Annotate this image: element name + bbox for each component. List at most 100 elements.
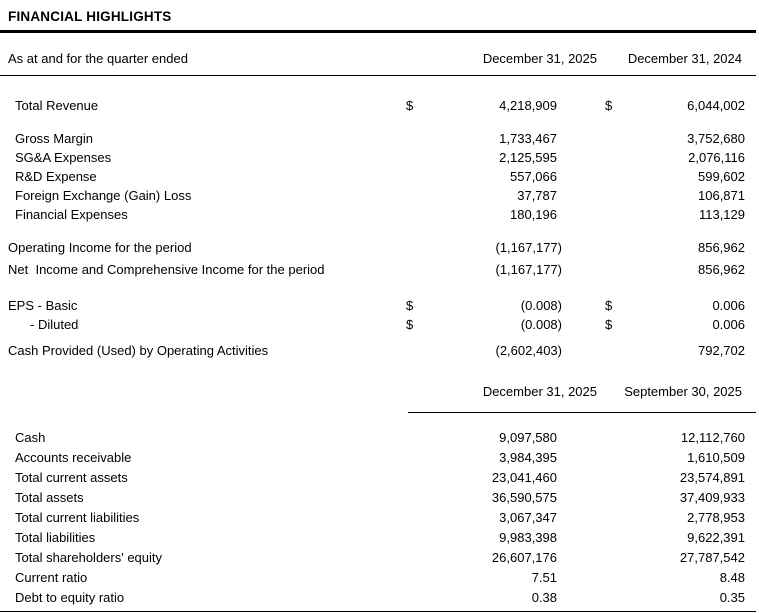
value-col1: (0.008) (520, 298, 562, 313)
section1-rows: Total Revenue $4,218,909 $6,044,002 Gross M… (0, 96, 759, 360)
column-gap (562, 260, 605, 279)
column-gap (562, 488, 605, 508)
row-label: Financial Expenses (15, 207, 128, 222)
value-col2: 599,602 (698, 169, 745, 184)
currency-symbol-col1 (406, 568, 422, 588)
value-col1: 36,590,575 (491, 490, 557, 505)
row-group: Net Income and Comprehensive Income for … (0, 260, 759, 279)
column-gap (562, 528, 605, 548)
currency-symbol-col1 (406, 548, 422, 568)
row-label: R&D Expense (15, 169, 97, 184)
section1-header-row: As at and for the quarter ended December… (0, 49, 759, 68)
row-label: EPS - Basic (8, 298, 78, 313)
row-group: EPS - Basic $ (0.008) $0.006 - Diluted $ (0.00… (0, 296, 759, 334)
column-gap (562, 296, 605, 315)
section2-header-rule (408, 412, 756, 413)
currency-symbol-col2 (605, 448, 621, 468)
value-col1: 557,066 (510, 169, 557, 184)
table-row: Cash Provided (Used) by Operating Activi… (0, 341, 759, 360)
column-gap (562, 238, 605, 257)
table-row: Total shareholders' equity 26,607,176 27,7… (0, 548, 759, 568)
table-row: EPS - Basic $ (0.008) $0.006 (0, 296, 759, 315)
table-row: R&D Expense 557,066 599,602 (0, 167, 759, 186)
currency-symbol-col2 (605, 238, 621, 257)
row-group: Total Revenue $4,218,909 $6,044,002 (0, 96, 759, 115)
section2-column-header-1: December 31, 2025 (482, 384, 597, 399)
value-col1: (2,602,403) (495, 343, 563, 358)
table-row: Net Income and Comprehensive Income for … (0, 260, 759, 279)
row-label: Foreign Exchange (Gain) Loss (15, 188, 192, 203)
value-col1: 7.51 (531, 570, 557, 585)
value-col2: 0.006 (712, 298, 745, 313)
currency-symbol-col1 (406, 341, 422, 360)
currency-symbol-col2 (605, 341, 621, 360)
section2-header-label (8, 382, 406, 401)
row-group: Operating Income for the period (1,167,17… (0, 238, 759, 257)
row-label: Total current liabilities (15, 510, 140, 525)
value-col2: 27,787,542 (679, 550, 745, 565)
table-row: Current ratio 7.51 8.48 (0, 568, 759, 588)
currency-symbol-col2 (605, 428, 621, 448)
currency-symbol-col1 (406, 205, 422, 224)
value-col2: 37,409,933 (679, 490, 745, 505)
currency-symbol-col2 (605, 508, 621, 528)
row-label: Debt to equity ratio (15, 590, 125, 605)
value-col2: 856,962 (698, 262, 745, 277)
column-gap (562, 508, 605, 528)
table-row: Total assets 36,590,575 37,409,933 (0, 488, 759, 508)
table-row: Total current liabilities 3,067,347 2,778,… (0, 508, 759, 528)
value-col2: 2,778,953 (687, 510, 745, 525)
column-gap (562, 448, 605, 468)
value-col2: 113,129 (698, 207, 745, 222)
column-gap (562, 341, 605, 360)
currency-symbol-col1 (406, 186, 422, 205)
currency-symbol-col2 (605, 548, 621, 568)
row-label: SG&A Expenses (15, 150, 112, 165)
currency-symbol-col2 (605, 129, 621, 148)
row-label: Operating Income for the period (8, 240, 192, 255)
currency-symbol-col2 (605, 568, 621, 588)
column-gap (562, 186, 605, 205)
value-col2: 12,112,760 (680, 430, 745, 445)
value-col2: 2,076,116 (688, 150, 745, 165)
currency-symbol-col1 (406, 428, 422, 448)
currency-symbol-col1 (406, 488, 422, 508)
value-col1: (1,167,177) (495, 262, 563, 277)
value-col2: 23,574,891 (679, 470, 745, 485)
currency-symbol-col2 (605, 528, 621, 548)
currency-symbol-col1 (406, 238, 422, 257)
table-row: Financial Expenses 180,196 113,129 (0, 205, 759, 224)
value-col1: 9,097,580 (499, 430, 557, 445)
currency-symbol-col1 (406, 148, 422, 167)
currency-symbol-col1 (406, 508, 422, 528)
column-gap (562, 428, 605, 448)
currency-symbol-col2 (605, 488, 621, 508)
value-col2: 1,610,509 (687, 450, 745, 465)
column-gap (562, 167, 605, 186)
column-gap (562, 468, 605, 488)
value-col1: 26,607,176 (491, 550, 557, 565)
value-col2: 6,044,002 (687, 98, 745, 113)
row-label: Gross Margin (15, 131, 94, 146)
value-col1: 3,067,347 (499, 510, 557, 525)
currency-symbol-col1 (406, 588, 422, 608)
section1-column-header-2: December 31, 2024 (627, 51, 742, 66)
table-row: - Diluted $ (0.008) $0.006 (0, 315, 759, 334)
currency-symbol-col1 (406, 167, 422, 186)
currency-symbol-col1: $ (406, 317, 414, 332)
row-label: Total Revenue (15, 98, 99, 113)
row-label: Total liabilities (15, 530, 96, 545)
table-row: Foreign Exchange (Gain) Loss 37,787 106,87… (0, 186, 759, 205)
currency-symbol-col2 (605, 148, 621, 167)
column-gap (562, 548, 605, 568)
value-col1: 1,733,467 (499, 131, 557, 146)
value-col1: 180,196 (510, 207, 557, 222)
column-gap (562, 568, 605, 588)
row-label: Total current assets (15, 470, 128, 485)
currency-symbol-col2: $ (605, 317, 613, 332)
column-gap (562, 96, 605, 115)
table-row: Total liabilities 9,983,398 9,622,391 (0, 528, 759, 548)
currency-symbol-col1 (406, 448, 422, 468)
value-col1: (0.008) (520, 317, 562, 332)
